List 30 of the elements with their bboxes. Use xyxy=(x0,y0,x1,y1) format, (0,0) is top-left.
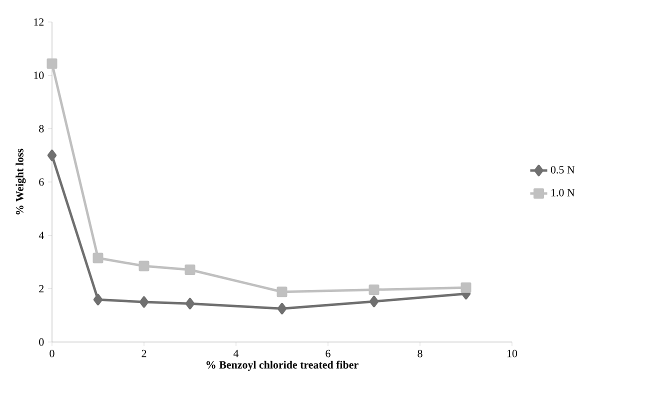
x-axis-title: % Benzoyl chloride treated fiber xyxy=(206,360,358,371)
y-tick-label: 4 xyxy=(38,232,44,239)
point xyxy=(92,252,104,264)
x-tick-label: 6 xyxy=(326,350,330,358)
y-tick-label: 0 xyxy=(39,338,44,346)
point xyxy=(184,264,196,275)
legend-label: 0.5 N xyxy=(550,166,575,174)
point xyxy=(46,58,58,69)
point xyxy=(138,260,150,272)
point xyxy=(460,282,472,293)
point xyxy=(93,294,103,306)
x-tick-label: 2 xyxy=(142,350,146,358)
point xyxy=(139,296,149,308)
x-tick-label: 4 xyxy=(233,350,239,358)
y-tick-label: 6 xyxy=(39,178,44,186)
y-tick-label: 2 xyxy=(39,285,44,292)
point xyxy=(47,150,57,162)
x-tick-label: 8 xyxy=(418,350,422,358)
point xyxy=(276,286,288,298)
x-tick-label: 10 xyxy=(507,350,518,358)
point xyxy=(368,284,380,295)
y-tick-label: 8 xyxy=(39,124,44,132)
legend-label: 1.0 N xyxy=(551,189,575,196)
y-tick-label: 12 xyxy=(34,18,44,26)
y-axis-title: % Weight loss xyxy=(16,148,26,214)
x-tick-label: 0 xyxy=(50,350,54,358)
point xyxy=(185,298,195,310)
y-tick-label: 10 xyxy=(34,72,44,80)
point xyxy=(369,296,379,308)
point xyxy=(277,302,287,314)
